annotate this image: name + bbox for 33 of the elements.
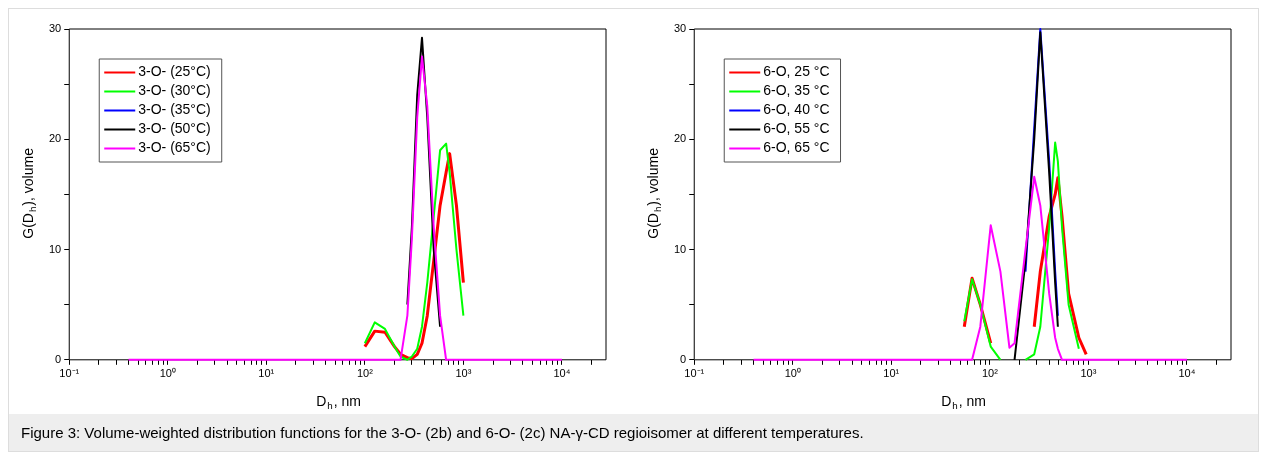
y-tick-label: 0 [679, 352, 686, 365]
legend-label: 6-O, 35 °C [762, 82, 830, 99]
legend-label: 6-O, 55 °C [762, 120, 830, 137]
y-tick-label: 30 [673, 22, 686, 35]
x-tick-label: 10⁰ [784, 367, 801, 380]
caption: Figure 3: Volume-weighted distribution functions for the 3-O- (2b) and 6-O- (2c) NA-γ-CD regioisomer at different temperatures. [9, 414, 1258, 451]
x-tick-label: 10⁰ [159, 367, 177, 380]
y-tick-label: 0 [55, 352, 62, 365]
legend-label: 3-O- (30°C) [138, 82, 211, 99]
legend-label: 3-O- (65°C) [138, 139, 211, 156]
legend-label: 3-O- (25°C) [138, 63, 211, 80]
x-tick-label: 10⁴ [1178, 367, 1196, 380]
legend-label: 3-O- (50°C) [138, 120, 211, 137]
x-tick-label: 10⁴ [553, 367, 571, 380]
y-tick-label: 30 [49, 22, 62, 35]
y-tick-label: 20 [49, 132, 62, 145]
x-tick-label: 10¹ [258, 367, 275, 380]
y-tick-label: 20 [673, 132, 686, 145]
x-tick-label: 10¹ [883, 367, 900, 380]
x-tick-label: 10³ [455, 367, 472, 380]
y-axis-title: G(Dh), volume [20, 147, 39, 239]
x-tick-label: 10⁻¹ [59, 367, 80, 380]
x-tick-label: 10³ [1080, 367, 1097, 380]
legend-label: 6-O, 25 °C [762, 63, 830, 80]
y-tick-label: 10 [49, 242, 62, 255]
x-tick-label: 10⁻¹ [684, 367, 705, 380]
y-axis-title: G(Dh), volume [644, 147, 663, 239]
y-tick-label: 10 [673, 242, 686, 255]
x-tick-label: 10² [357, 367, 374, 380]
legend-label: 3-O- (35°C) [138, 101, 211, 118]
x-tick-label: 10² [981, 367, 998, 380]
legend-label: 6-O, 65 °C [762, 139, 830, 156]
legend-label: 6-O, 40 °C [762, 101, 830, 118]
